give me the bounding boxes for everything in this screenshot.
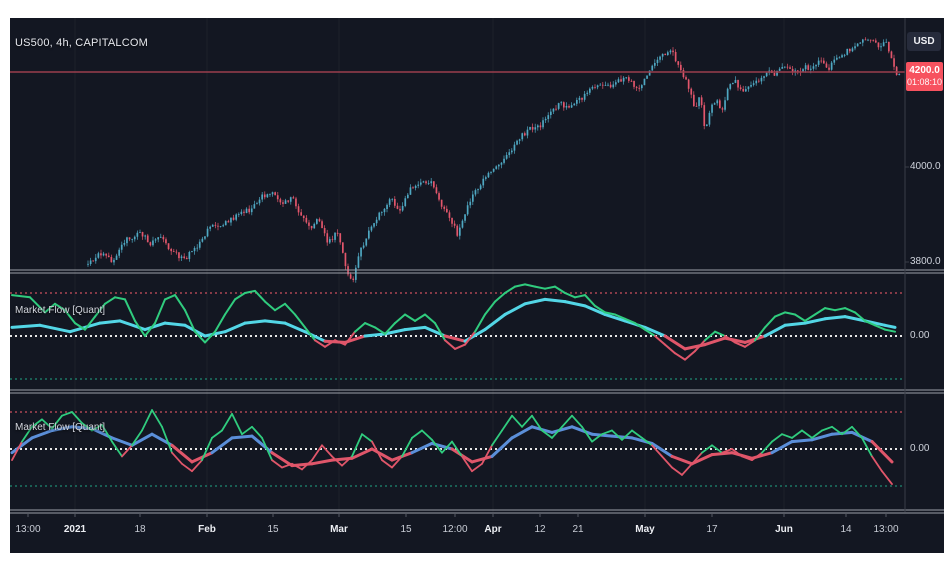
time-tick-label: Jun — [775, 524, 793, 535]
time-tick-label: 12:00 — [442, 524, 468, 535]
currency-badge[interactable]: USD — [907, 32, 941, 51]
indicator1-title[interactable]: Market Flow [Quant] — [15, 305, 106, 316]
time-tick-label: Apr — [484, 524, 502, 535]
time-tick-label: 12 — [534, 524, 546, 535]
price-tick-label: 4000.0 — [910, 161, 941, 172]
indicator-zero-label: 0.00 — [910, 443, 930, 454]
time-tick-label: 15 — [267, 524, 279, 535]
indicator-zero-label: 0.00 — [910, 330, 930, 341]
time-tick-label: Feb — [198, 524, 216, 535]
time-tick-label: 15 — [400, 524, 412, 535]
time-tick-label: 18 — [134, 524, 146, 535]
time-tick-label: Mar — [330, 524, 348, 535]
price-tick-label: 3800.0 — [910, 256, 941, 267]
time-tick-label: 13:00 — [873, 524, 899, 535]
chart-canvas[interactable] — [10, 18, 944, 553]
time-tick-label: 21 — [572, 524, 584, 535]
time-tick-label: May — [635, 524, 655, 535]
time-tick-label: 13:00 — [15, 524, 41, 535]
time-tick-label: 2021 — [63, 524, 87, 535]
time-tick-label: 14 — [840, 524, 852, 535]
time-tick-label: 17 — [706, 524, 718, 535]
candle-countdown: 01:08:10 — [906, 77, 943, 87]
trading-chart: US500, 4h, CAPITALCOM Market Flow [Quant… — [10, 18, 944, 553]
symbol-title[interactable]: US500, 4h, CAPITALCOM — [15, 37, 148, 49]
indicator2-title[interactable]: Market Flow [Quant] — [15, 422, 106, 433]
time-axis[interactable]: 13:00 2021 18 Feb 15 Mar 15 12:00 Apr 12 21 May 17 Ju… — [10, 518, 944, 553]
last-price-badge: 4200.0 01:08:10 — [906, 62, 943, 91]
last-price-value: 4200.0 — [909, 65, 940, 76]
